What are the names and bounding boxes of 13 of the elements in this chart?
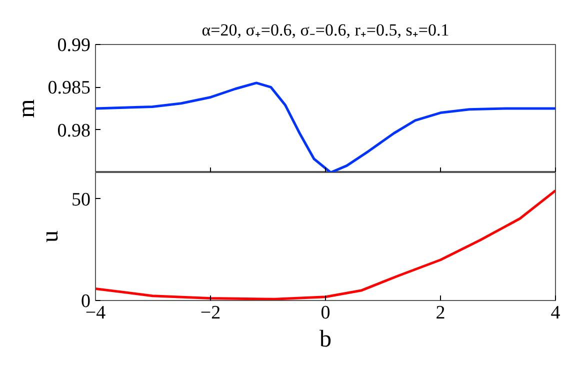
x-tick-label: 0	[320, 302, 330, 324]
y-axis-title: u	[38, 230, 64, 242]
x-tick-label: 2	[436, 302, 446, 324]
chart-title: α=20, σ₊=0.6, σ₋=0.6, r₊=0.5, s₊=0.1	[202, 20, 450, 40]
y-tick-label: 0.985	[48, 78, 90, 99]
y-tick-label: 0.99	[57, 35, 90, 56]
x-tick-label: 4	[550, 302, 561, 324]
line-series	[96, 82, 556, 172]
x-tick-label: −2	[200, 302, 221, 324]
y-tick-label: 0.98	[57, 120, 90, 142]
y-tick-label: 50	[72, 189, 90, 210]
x-axis-title: b	[320, 326, 332, 352]
y-axis-title: m	[14, 98, 40, 118]
